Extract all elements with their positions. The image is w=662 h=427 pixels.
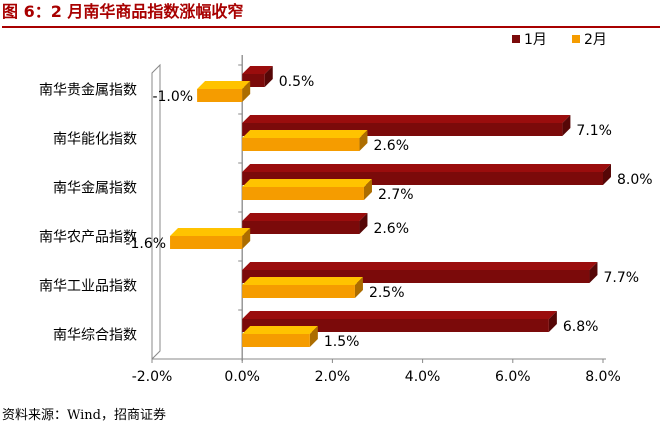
bar-top-face (197, 81, 251, 89)
chart: 南华贵金属指数 0.5% -1.0% 南华能化指数 7.1% 2.6% 南华金属指数 8.0%… (39, 32, 653, 385)
x-tick-label: 2.0% (315, 369, 351, 385)
bar-top-face (242, 311, 557, 319)
bar (242, 277, 363, 298)
data-label: 7.7% (603, 270, 639, 286)
bar-side-face (603, 164, 611, 185)
bar-top-face (242, 179, 372, 187)
bar-top-face (242, 326, 318, 334)
data-label: 2.5% (369, 285, 405, 301)
bar-side-face (264, 66, 273, 87)
legend-swatch (572, 35, 580, 43)
x-tick-label: 6.0% (495, 369, 531, 385)
bar-front-face (242, 319, 549, 332)
bar-front-face (170, 236, 243, 249)
category-label: 南华贵金属指数 (39, 83, 137, 99)
category-label: 南华农产品指数 (39, 230, 137, 246)
legend-label: 2月 (584, 32, 607, 48)
x-tick-label: 4.0% (405, 369, 441, 385)
source-note: 资料来源：Wind，招商证券 (2, 408, 166, 423)
bar (242, 179, 372, 200)
bar-side-face (562, 115, 571, 136)
bar-top-face (242, 213, 368, 221)
bar (242, 311, 557, 332)
data-label: 2.7% (378, 187, 414, 203)
bar-front-face (242, 187, 364, 200)
bar-top-face (242, 164, 611, 172)
category-label: 南华工业品指数 (39, 279, 137, 295)
data-label: 6.8% (563, 319, 599, 335)
bar-side-face (589, 262, 598, 283)
bar-front-face (197, 89, 243, 102)
category-label: 南华金属指数 (53, 181, 137, 197)
bar-top-face (242, 277, 363, 285)
bar-side-face (363, 179, 372, 200)
bar-top-face (242, 262, 598, 270)
bar-side-face (359, 130, 368, 151)
figure-title: 图 6：2 月南华商品指数涨幅收窄 (2, 0, 660, 28)
bar-top-face (242, 130, 368, 138)
left-wall (151, 63, 161, 361)
x-tick-label: 8.0% (585, 369, 621, 385)
bar-side-face (359, 213, 368, 234)
data-label: -1.6% (125, 236, 166, 252)
legend-label: 1月 (524, 32, 547, 48)
bar (197, 81, 251, 102)
data-label: 0.5% (279, 74, 315, 90)
category-label: 南华能化指数 (53, 132, 137, 148)
bar (242, 326, 318, 347)
data-label: -1.0% (152, 89, 193, 105)
bar-side-face (242, 81, 251, 102)
bar (170, 228, 251, 249)
data-label: 2.6% (373, 138, 409, 154)
bar-front-face (242, 221, 360, 234)
bar-top-face (242, 115, 571, 123)
bar-front-face (242, 138, 360, 151)
category-label: 南华综合指数 (53, 328, 137, 344)
data-label: 2.6% (373, 221, 409, 237)
data-label: 8.0% (617, 172, 653, 188)
data-label: 7.1% (576, 123, 612, 139)
bar (242, 130, 368, 151)
bar-side-face (309, 326, 318, 347)
x-tick-label: -2.0% (132, 369, 173, 385)
bar-side-face (354, 277, 363, 298)
x-tick-label: 0.0% (224, 369, 260, 385)
bar (242, 213, 368, 234)
bar-front-face (242, 285, 355, 298)
bar-side-face (242, 228, 251, 249)
bar-front-face (242, 334, 310, 347)
bar-top-face (242, 66, 273, 74)
bar-side-face (548, 311, 557, 332)
data-label: 1.5% (324, 334, 360, 350)
legend-swatch (512, 35, 520, 43)
bar-top-face (170, 228, 251, 236)
